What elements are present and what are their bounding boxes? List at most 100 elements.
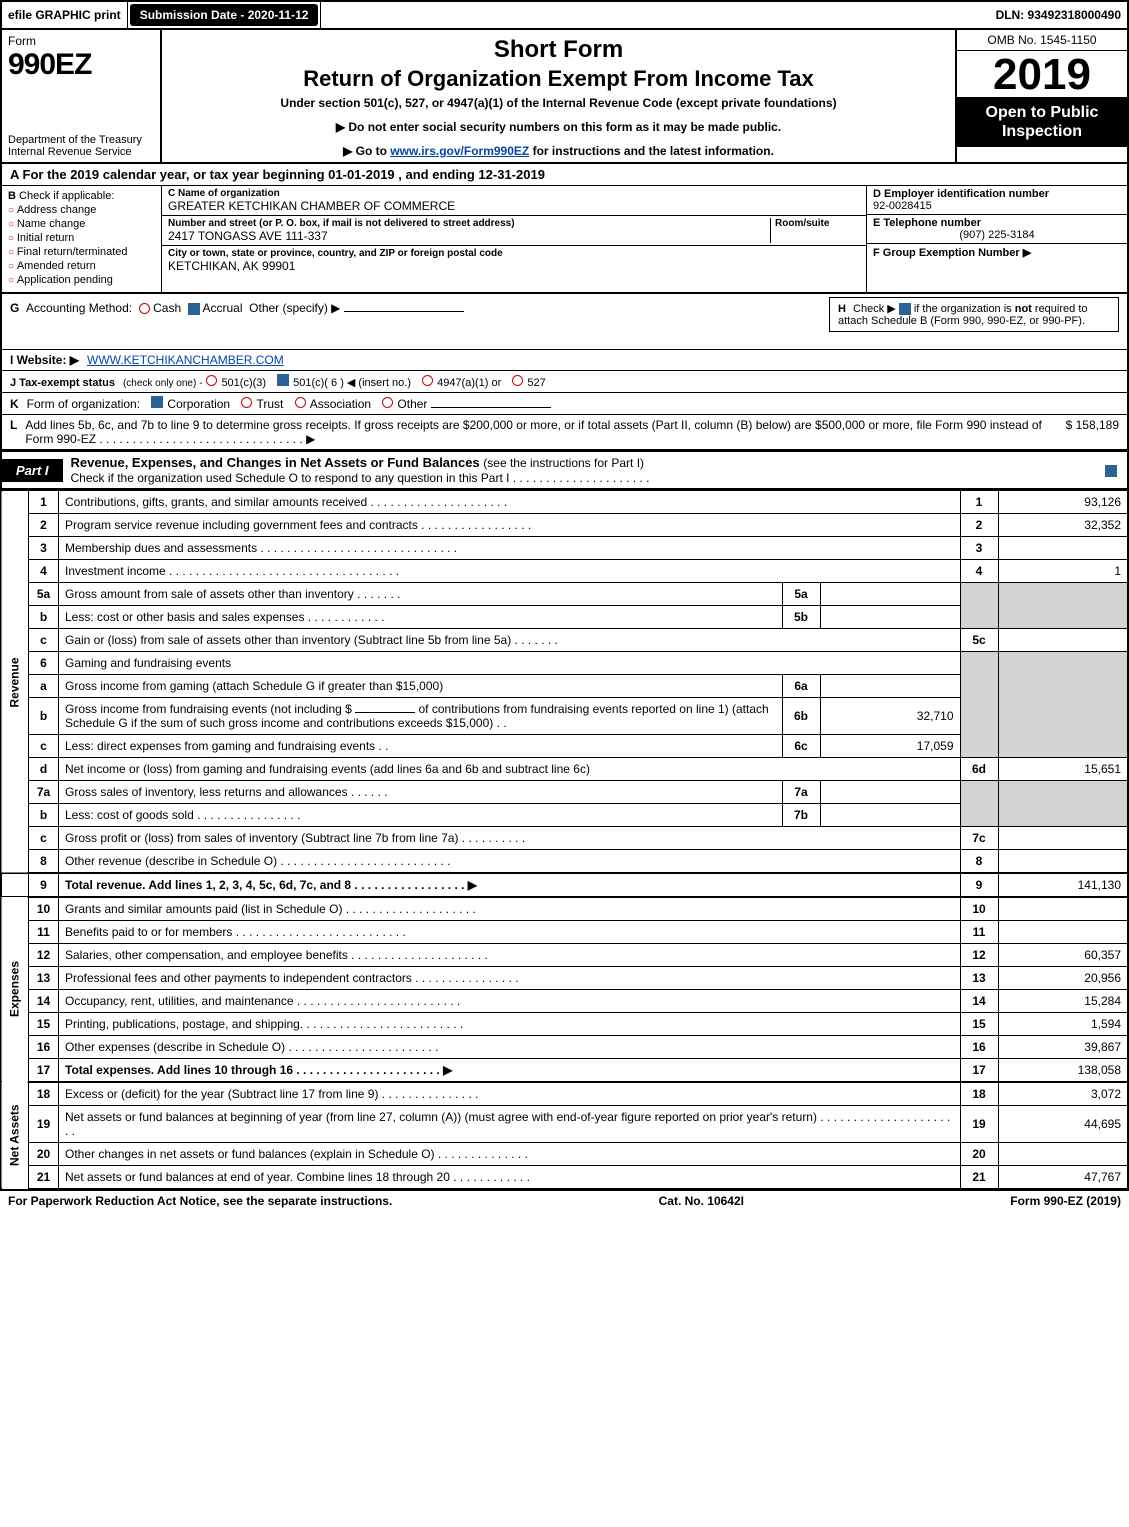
ein-value: 92-0028415 <box>873 200 1121 212</box>
chk-application-pending[interactable]: Application pending <box>8 274 155 286</box>
line7a-amount <box>820 781 960 804</box>
line15-amount: 1,594 <box>998 1013 1128 1036</box>
topbar: efile GRAPHIC print Submission Date - 20… <box>0 0 1129 30</box>
section-def: D Employer identification number 92-0028… <box>867 186 1127 292</box>
ein-label: D Employer identification number <box>873 188 1121 200</box>
line11-amount <box>998 921 1128 944</box>
irs-link[interactable]: www.irs.gov/Form990EZ <box>390 144 529 158</box>
title-short-form: Short Form <box>170 36 947 64</box>
line19-amount: 44,695 <box>998 1106 1128 1143</box>
omb-number: OMB No. 1545-1150 <box>957 30 1127 51</box>
open-public-badge: Open to Public Inspection <box>957 97 1127 147</box>
chk-schedule-b[interactable] <box>899 303 911 315</box>
chk-other-org[interactable] <box>382 397 393 408</box>
line13-amount: 20,956 <box>998 967 1128 990</box>
addr-label: Number and street (or P. O. box, if mail… <box>168 218 770 229</box>
line8-amount <box>998 850 1128 874</box>
row-g-h: G Accounting Method: Cash Accrual Other … <box>0 294 1129 350</box>
title-return: Return of Organization Exempt From Incom… <box>170 66 947 92</box>
section-b-checkboxes: B Check if applicable: Address change Na… <box>2 186 162 292</box>
line-a-tax-year: A For the 2019 calendar year, or tax yea… <box>0 164 1129 185</box>
chk-corporation[interactable] <box>151 396 163 408</box>
org-name-label: C Name of organization <box>168 188 860 199</box>
part1-title: Revenue, Expenses, and Changes in Net As… <box>63 452 1095 488</box>
line9-amount: 141,130 <box>998 873 1128 897</box>
section-h-box: H Check ▶ if the organization is not req… <box>829 297 1119 332</box>
chk-501c[interactable] <box>277 374 289 386</box>
instr-goto: Go to www.irs.gov/Form990EZ for instruct… <box>170 144 947 158</box>
header-left: Form 990EZ Department of the Treasury In… <box>2 30 162 162</box>
line4-amount: 1 <box>998 560 1128 583</box>
city-label: City or town, state or province, country… <box>168 248 860 259</box>
row-j-tax-exempt: J Tax-exempt status (check only one) - 5… <box>0 371 1129 393</box>
line1-amount: 93,126 <box>998 491 1128 514</box>
line3-amount <box>998 537 1128 560</box>
addr-value: 2417 TONGASS AVE 111-337 <box>168 229 770 243</box>
line6c-amount: 17,059 <box>820 735 960 758</box>
chk-address-change[interactable]: Address change <box>8 204 155 216</box>
footer-catno: Cat. No. 10642I <box>659 1194 744 1208</box>
header-right: OMB No. 1545-1150 2019 Open to Public In… <box>957 30 1127 162</box>
chk-trust[interactable] <box>241 397 252 408</box>
chk-cash[interactable] <box>139 303 150 314</box>
netassets-side-label: Net Assets <box>1 1082 29 1189</box>
chk-association[interactable] <box>295 397 306 408</box>
chk-schedule-o-part1[interactable] <box>1105 465 1117 477</box>
chk-initial-return[interactable]: Initial return <box>8 232 155 244</box>
row-k-form-org: K Form of organization: Corporation Trus… <box>0 393 1129 415</box>
line10-amount <box>998 897 1128 921</box>
chk-final-return[interactable]: Final return/terminated <box>8 246 155 258</box>
phone-value: (907) 225-3184 <box>873 229 1121 241</box>
line21-amount: 47,767 <box>998 1166 1128 1190</box>
form-number: 990EZ <box>8 48 154 82</box>
org-name-value: GREATER KETCHIKAN CHAMBER OF COMMERCE <box>168 199 860 213</box>
header-center: Short Form Return of Organization Exempt… <box>162 30 957 162</box>
footer-form: Form 990-EZ (2019) <box>1010 1194 1121 1208</box>
section-c-org-info: C Name of organization GREATER KETCHIKAN… <box>162 186 867 292</box>
revenue-side-label: Revenue <box>1 491 29 874</box>
title-under: Under section 501(c), 527, or 4947(a)(1)… <box>170 96 947 110</box>
page-footer: For Paperwork Reduction Act Notice, see … <box>0 1190 1129 1211</box>
phone-label: E Telephone number <box>873 217 1121 229</box>
line6d-amount: 15,651 <box>998 758 1128 781</box>
line14-amount: 15,284 <box>998 990 1128 1013</box>
tax-year: 2019 <box>957 51 1127 97</box>
room-label: Room/suite <box>775 218 860 229</box>
form-header: Form 990EZ Department of the Treasury In… <box>0 30 1129 164</box>
line6a-amount <box>820 675 960 698</box>
chk-amended-return[interactable]: Amended return <box>8 260 155 272</box>
line2-amount: 32,352 <box>998 514 1128 537</box>
dln-label: DLN: 93492318000490 <box>990 2 1127 28</box>
line12-amount: 60,357 <box>998 944 1128 967</box>
line18-amount: 3,072 <box>998 1082 1128 1106</box>
chk-501c3[interactable] <box>206 375 217 386</box>
line5a-amount <box>820 583 960 606</box>
row-i-website: I Website: ▶ WWW.KETCHIKANCHAMBER.COM <box>0 350 1129 371</box>
gross-receipts-value: $ 158,189 <box>1066 418 1119 432</box>
line5b-amount <box>820 606 960 629</box>
efile-label: efile GRAPHIC print <box>2 2 128 28</box>
form-word: Form <box>8 34 154 48</box>
website-link[interactable]: WWW.KETCHIKANCHAMBER.COM <box>87 353 284 367</box>
instr-no-ssn: Do not enter social security numbers on … <box>170 120 947 134</box>
line5c-amount <box>998 629 1128 652</box>
line20-amount <box>998 1143 1128 1166</box>
dept-treasury: Department of the Treasury Internal Reve… <box>8 134 154 158</box>
part1-tab: Part I <box>2 459 63 482</box>
chk-accrual[interactable] <box>188 303 200 315</box>
part1-lines-table: Revenue 1Contributions, gifts, grants, a… <box>0 490 1129 1190</box>
submission-date-pill: Submission Date - 2020-11-12 <box>128 2 322 28</box>
entity-info-block: B Check if applicable: Address change Na… <box>0 185 1129 294</box>
line17-amount: 138,058 <box>998 1059 1128 1083</box>
group-exemption-label: F Group Exemption Number ▶ <box>873 247 1031 259</box>
city-value: KETCHIKAN, AK 99901 <box>168 259 860 273</box>
chk-527[interactable] <box>512 375 523 386</box>
part1-header: Part I Revenue, Expenses, and Changes in… <box>0 451 1129 490</box>
expenses-side-label: Expenses <box>1 897 29 1082</box>
line6b-amount: 32,710 <box>820 698 960 735</box>
row-l-gross-receipts: L Add lines 5b, 6c, and 7b to line 9 to … <box>0 415 1129 451</box>
line16-amount: 39,867 <box>998 1036 1128 1059</box>
footer-left: For Paperwork Reduction Act Notice, see … <box>8 1194 392 1208</box>
chk-name-change[interactable]: Name change <box>8 218 155 230</box>
chk-4947[interactable] <box>422 375 433 386</box>
